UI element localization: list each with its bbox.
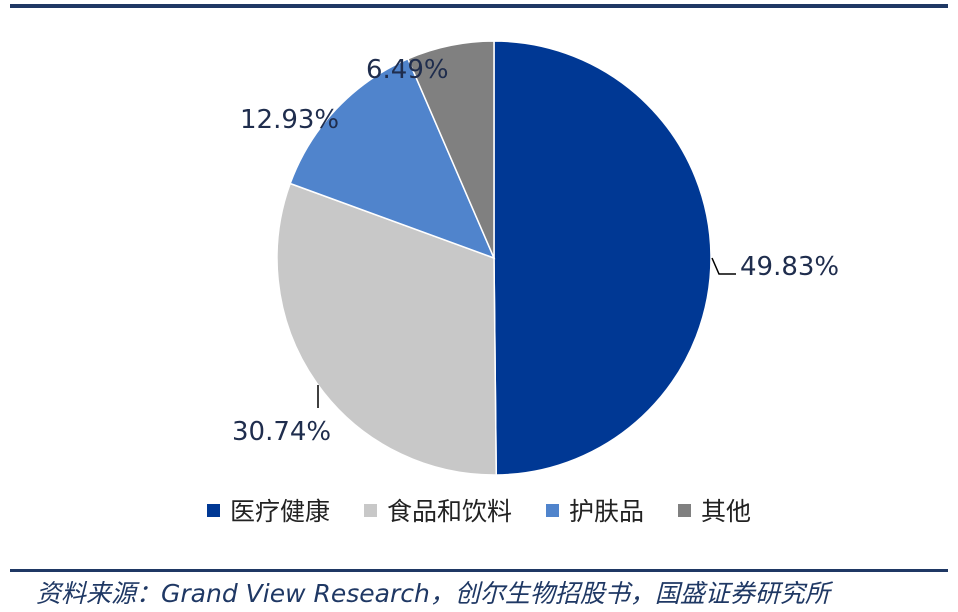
source-prefix: 资料来源： [36, 579, 162, 608]
pie-slice-other [406, 40, 495, 259]
pie-slices [276, 40, 712, 476]
pie-chart: 49.83% 30.74% 12.93% 6.49% [232, 40, 839, 476]
source-suffix: ，创尔生物招股书，国盛证券研究所 [429, 579, 830, 608]
slice-labels: 49.83% 30.74% 12.93% 6.49% [232, 55, 839, 447]
pie-slice-food-beverage [276, 182, 498, 476]
bottom-rule [10, 569, 948, 572]
legend-label: 医疗健康 [229, 497, 330, 526]
legend-label: 食品和饮料 [386, 497, 512, 526]
pie-slice-skincare [289, 57, 496, 260]
legend-item-food-beverage: 食品和饮料 [363, 492, 512, 528]
slice-label-other: 6.49% [366, 55, 449, 85]
legend-label: 护肤品 [569, 497, 645, 526]
legend-item-medical-health: 医疗健康 [206, 492, 330, 528]
legend-item-skincare: 护肤品 [546, 492, 644, 528]
source-note: 资料来源：Grand View Research，创尔生物招股书，国盛证券研究所 [36, 574, 830, 610]
pie-slice-medical-health [493, 40, 712, 476]
legend-swatch [206, 503, 220, 517]
slice-label-food-beverage: 30.74% [232, 417, 331, 447]
legend-swatch [678, 503, 692, 517]
top-rule [10, 4, 948, 8]
leader-line-medical-health [711, 257, 736, 275]
legend-swatch [363, 503, 377, 517]
legend-swatch [546, 503, 559, 517]
legend-item-other: 其他 [678, 492, 751, 528]
slice-label-medical-health: 49.83% [740, 252, 839, 282]
slice-label-skincare: 12.93% [240, 105, 339, 135]
legend-label: 其他 [701, 497, 752, 526]
leader-lines [317, 257, 736, 408]
source-english: Grand View Research [161, 579, 430, 608]
chart-legend: 医疗健康 食品和饮料 护肤品 其他 [0, 492, 958, 528]
